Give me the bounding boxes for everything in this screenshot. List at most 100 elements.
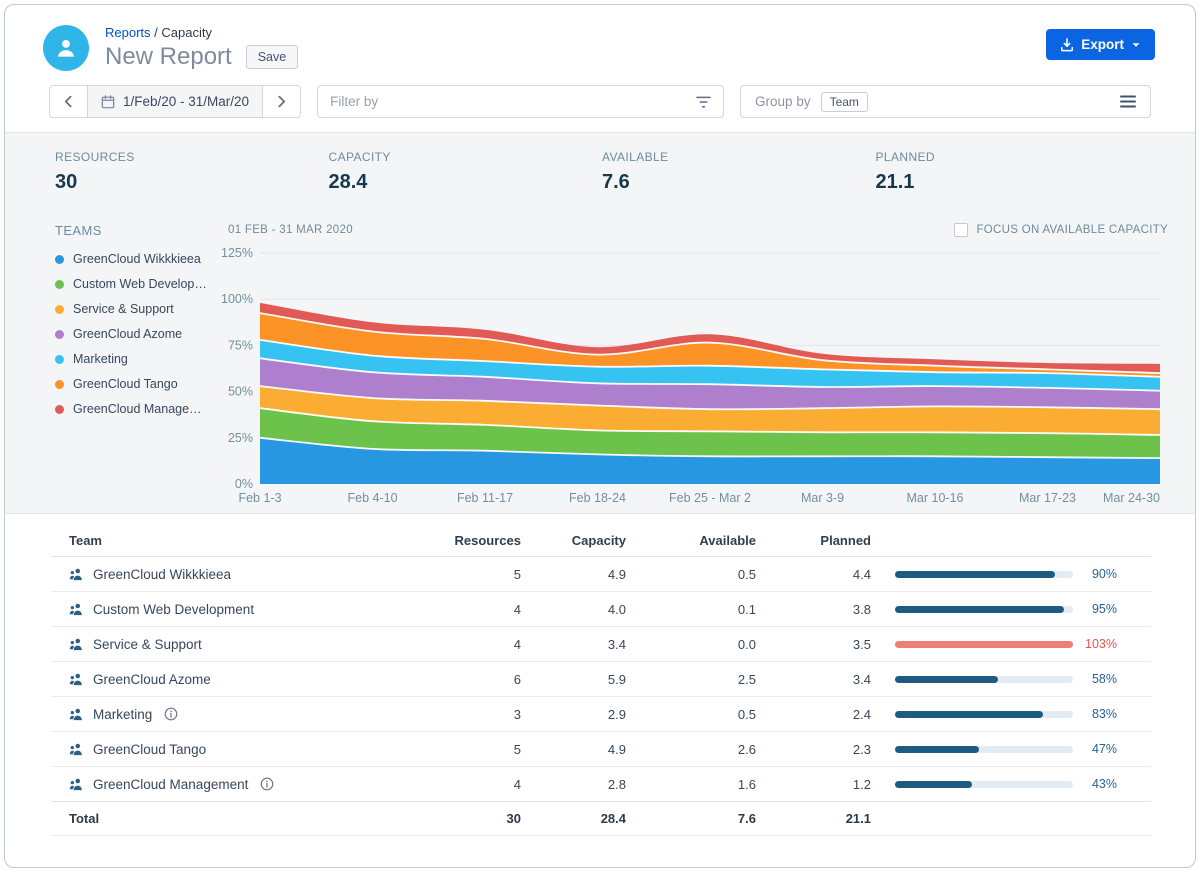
stat-value: 21.1 [875, 171, 915, 193]
cell-planned: 2.3 [852, 741, 871, 757]
team-name: GreenCloud Wikkkieea [93, 566, 232, 582]
y-axis-tick: 75% [228, 338, 253, 352]
next-period-button[interactable] [263, 86, 301, 117]
date-range-button[interactable]: 1/Feb/20 - 31/Mar/20 [87, 86, 264, 117]
cell-resources: 4 [513, 776, 521, 792]
stat-value: 7.6 [602, 171, 630, 193]
capacity-table: Team Resources Capacity Available Planne… [5, 514, 1195, 836]
legend-item[interactable]: GreenCloud Tango [55, 377, 215, 391]
cell-capacity: 4.9 [607, 566, 626, 582]
stat-card: CAPACITY 28.4 [329, 150, 603, 194]
save-button[interactable]: Save [245, 45, 299, 69]
table-row[interactable]: GreenCloud Wikkkieea 5 4.9 0.5 4.4 90% [51, 557, 1151, 592]
cell-capacity: 2.9 [607, 706, 626, 722]
calendar-icon [101, 94, 115, 108]
team-name: GreenCloud Azome [93, 671, 211, 687]
legend-color-dot [55, 354, 64, 364]
export-button[interactable]: Export [1046, 29, 1155, 60]
area-series-marketing[interactable] [260, 339, 1160, 391]
group-by-container[interactable]: Group by Team [740, 85, 1152, 118]
cell-resources: 4 [513, 601, 521, 617]
utilization-bar-fill [895, 745, 979, 753]
menu-icon[interactable] [1120, 95, 1137, 108]
focus-available-capacity-checkbox[interactable]: FOCUS ON AVAILABLE CAPACITY [954, 223, 1168, 237]
prev-period-button[interactable] [50, 86, 87, 117]
stat-card: PLANNED 21.1 [876, 150, 1150, 194]
column-available[interactable]: Available [699, 532, 756, 548]
legend-item[interactable]: Marketing [55, 352, 215, 366]
filter-icon[interactable] [696, 96, 711, 108]
legend-color-dot [55, 379, 64, 389]
cell-available: 0.0 [737, 636, 756, 652]
table-row[interactable]: Custom Web Development 4 4.0 0.1 3.8 95% [51, 592, 1151, 627]
utilization-percent: 90% [1091, 567, 1117, 581]
utilization-percent: 47% [1091, 742, 1117, 756]
legend-item[interactable]: Custom Web Develop… [55, 277, 215, 291]
column-capacity[interactable]: Capacity [571, 532, 626, 548]
table-row[interactable]: Marketing 3 2.9 0.5 2.4 83% [51, 697, 1151, 732]
info-icon[interactable] [164, 707, 178, 721]
breadcrumb-separator: / [150, 25, 162, 40]
info-icon[interactable] [260, 777, 274, 791]
cell-resources: 6 [513, 671, 521, 687]
report-window: Reports / Capacity New Report Save Expor… [4, 4, 1196, 868]
table-row[interactable]: Service & Support 4 3.4 0.0 3.5 103% [51, 627, 1151, 662]
area-series-greencloud-management[interactable] [260, 302, 1160, 374]
column-resources[interactable]: Resources [454, 532, 521, 548]
column-planned[interactable]: Planned [820, 532, 871, 548]
chart-area: 01 FEB - 31 MAR 2020 FOCUS ON AVAILABLE … [210, 221, 1170, 516]
team-icon [69, 708, 82, 721]
export-label: Export [1081, 37, 1124, 52]
avatar[interactable] [43, 25, 89, 71]
x-axis-tick: Mar 10-16 [907, 491, 964, 505]
legend-item[interactable]: Service & Support [55, 302, 215, 316]
toolbar: 1/Feb/20 - 31/Mar/20 Group by Team [5, 71, 1195, 132]
breadcrumb: Reports / Capacity [105, 25, 298, 40]
utilization-bar-track [895, 570, 1073, 578]
total-planned: 21.1 [845, 811, 871, 826]
chart-legend: TEAMS GreenCloud Wikkkieea Custom Web De… [55, 223, 215, 427]
column-team[interactable]: Team [69, 532, 102, 548]
chevron-right-icon [278, 95, 286, 108]
area-series-greencloud-azome[interactable] [260, 358, 1160, 410]
team-icon [69, 638, 82, 651]
cell-planned: 3.5 [852, 636, 871, 652]
y-axis-tick: 125% [221, 246, 253, 260]
filter-input[interactable] [330, 94, 697, 109]
area-series-greencloud-wikkkieea[interactable] [260, 437, 1160, 484]
legend-item-label: GreenCloud Wikkkieea [73, 252, 201, 266]
breadcrumb-reports-link[interactable]: Reports [105, 25, 151, 40]
legend-item[interactable]: GreenCloud Manage… [55, 402, 215, 416]
team-name: GreenCloud Management [93, 776, 249, 792]
stat-label: RESOURCES [55, 150, 135, 164]
y-axis-tick: 50% [228, 385, 253, 399]
team-icon [69, 778, 82, 791]
chart-date-title: 01 FEB - 31 MAR 2020 [228, 224, 353, 236]
cell-capacity: 4.9 [607, 741, 626, 757]
x-axis-tick: Feb 18-24 [569, 491, 626, 505]
table-row[interactable]: GreenCloud Azome 6 5.9 2.5 3.4 58% [51, 662, 1151, 697]
area-series-service-support[interactable] [260, 386, 1160, 435]
cell-available: 0.1 [737, 601, 756, 617]
checkbox-box[interactable] [954, 223, 969, 237]
utilization-bar-track [895, 675, 1073, 683]
total-label: Total [69, 811, 100, 826]
legend-item[interactable]: GreenCloud Wikkkieea [55, 252, 215, 266]
team-icon [69, 743, 82, 756]
utilization-bar-fill [895, 780, 972, 788]
stat-card: AVAILABLE 7.6 [602, 150, 876, 194]
utilization-bar-track [895, 780, 1073, 788]
cell-resources: 3 [513, 706, 521, 722]
stacked-area-chart[interactable]: 0% 25% 50% 75% 100% 125% Feb 1-3 Feb 4-10 Feb 11… [210, 239, 1165, 511]
checkbox-label: FOCUS ON AVAILABLE CAPACITY [976, 224, 1168, 236]
date-range-navigator: 1/Feb/20 - 31/Mar/20 [49, 85, 302, 118]
cell-resources: 4 [513, 636, 521, 652]
legend-item[interactable]: GreenCloud Azome [55, 327, 215, 341]
group-by-chip[interactable]: Team [820, 91, 868, 112]
utilization-bar-track [895, 605, 1073, 613]
team-name: Marketing [93, 706, 153, 722]
legend-color-dot [55, 329, 64, 339]
table-row[interactable]: GreenCloud Tango 5 4.9 2.6 2.3 47% [51, 732, 1151, 767]
area-series-custom-web-development[interactable] [260, 408, 1160, 459]
table-row[interactable]: GreenCloud Management 4 2.8 1.6 1.2 43% [51, 767, 1151, 802]
